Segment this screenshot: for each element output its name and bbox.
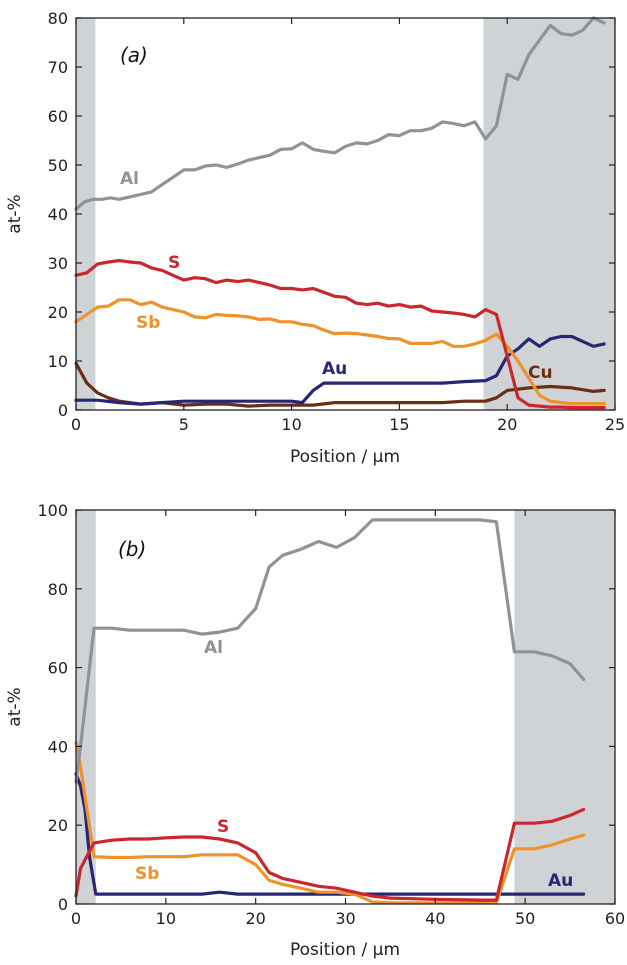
y-tick-label: 80 [48,580,68,599]
series-label-sb: Sb [136,313,160,333]
x-axis-title: Position / µm [290,940,400,960]
series-line-al [74,518,586,784]
x-tick-label: 5 [179,415,189,434]
x-tick-label: 0 [71,415,81,434]
x-tick-label: 20 [497,415,517,434]
x-tick-label: 15 [389,415,409,434]
y-tick-label: 100 [37,501,68,520]
y-tick-label: 10 [48,352,68,371]
shaded-region-1 [483,18,615,410]
y-axis-title: at-% [5,194,25,233]
x-tick-label: 10 [281,415,301,434]
y-tick-label: 40 [48,205,68,224]
series-line-au [74,772,586,896]
y-tick-label: 50 [48,156,68,175]
x-tick-label: 10 [156,909,176,928]
series-label-au: Au [322,359,347,379]
y-tick-label: 20 [48,816,68,835]
x-tick-label: 40 [425,909,445,928]
series-label-au: Au [548,871,573,891]
series-line-al [74,16,606,211]
x-tick-label: 25 [605,415,625,434]
y-tick-label: 60 [48,107,68,126]
series-line-au [74,334,606,406]
y-tick-label: 80 [48,9,68,28]
y-tick-label: 60 [48,659,68,678]
y-tick-label: 0 [58,401,68,420]
series-label-cu: Cu [528,363,553,383]
series-line-sb [74,740,586,905]
y-tick-label: 30 [48,254,68,273]
x-tick-label: 60 [605,909,625,928]
series-line-s [74,807,586,902]
x-tick-label: 50 [515,909,535,928]
y-tick-label: 0 [58,895,68,914]
x-tick-label: 20 [245,909,265,928]
y-axis-title: at-% [5,687,25,726]
x-tick-label: 0 [71,909,81,928]
y-tick-label: 20 [48,303,68,322]
series-line-s [74,259,606,410]
series-label-al: Al [120,169,139,189]
series-label-s: S [217,817,229,837]
chart-a: 0 5 10 15 20 25 0 10 20 30 40 50 60 70 80 Position / µm… [5,9,625,467]
series-label-s: S [168,253,180,273]
panel-label: (a) [120,43,148,67]
panel-label: (b) [118,537,146,561]
y-tick-label: 70 [48,58,68,77]
series-label-sb: Sb [135,864,159,884]
x-tick-label: 30 [335,909,355,928]
x-axis-title: Position / µm [290,447,400,467]
shaded-region-1 [514,510,615,904]
series-label-al: Al [204,638,223,658]
series-line-sb [74,298,606,406]
chart-b: 0 10 20 30 40 50 60 0 20 40 60 80 100 Position / µm at… [5,501,625,960]
y-tick-label: 40 [48,737,68,756]
